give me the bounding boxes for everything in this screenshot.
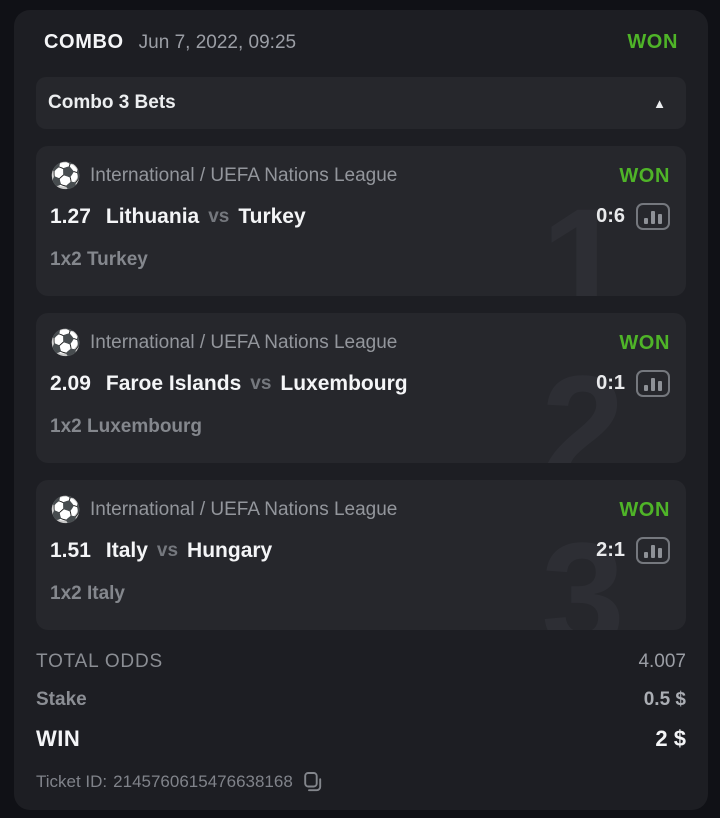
bet-status-badge: WON [619, 498, 670, 521]
ticket-datetime: Jun 7, 2022, 09:25 [138, 31, 297, 53]
win-label: WIN [36, 726, 81, 751]
soccer-ball-icon: ⚽ [50, 329, 82, 357]
combo-bets-toggle[interactable]: Combo 3 Bets ▲ [36, 77, 686, 129]
bet-odds: 2.09 [50, 371, 91, 395]
win-value: 2 $ [655, 726, 686, 751]
total-odds-value: 4.007 [638, 651, 686, 672]
vs-label: vs [156, 539, 179, 561]
stats-icon[interactable] [636, 203, 670, 230]
stake-value: 0.5 $ [643, 689, 686, 710]
stats-icon[interactable] [636, 370, 670, 397]
stake-label: Stake [36, 689, 87, 710]
away-team: Luxembourg [280, 371, 408, 395]
bet-selection: 1x2 Italy [50, 583, 125, 604]
ticket-header: COMBO Jun 7, 2022, 09:25 WON [44, 31, 678, 54]
vs-label: vs [208, 205, 230, 227]
home-team: Italy [105, 538, 148, 562]
total-odds-label: TOTAL ODDS [36, 651, 163, 672]
ticket-id-value: 2145760615476638168 [113, 772, 293, 791]
ticket-id-label: Ticket ID: [36, 772, 108, 791]
copy-icon[interactable] [302, 771, 323, 793]
league-label: International / UEFA Nations League [90, 332, 398, 353]
bet-card-2: 2 ⚽ International / UEFA Nations League … [36, 313, 686, 463]
league-label: International / UEFA Nations League [90, 499, 398, 520]
ticket-status-badge: WON [627, 31, 678, 53]
bet-status-badge: WON [619, 331, 670, 354]
bet-selection: 1x2 Turkey [50, 249, 148, 270]
bet-status-badge: WON [619, 164, 670, 187]
vs-label: vs [250, 372, 272, 394]
match-score: 0:6 [596, 205, 625, 227]
match-score: 0:1 [596, 372, 625, 394]
match-score: 2:1 [596, 539, 625, 561]
soccer-ball-icon: ⚽ [50, 496, 82, 524]
away-team: Turkey [238, 204, 306, 228]
bet-card-1: 1 ⚽ International / UEFA Nations League … [36, 146, 686, 296]
ticket-summary: TOTAL ODDS 4.007 Stake 0.5 $ WIN 2 $ Tic… [36, 651, 686, 793]
stats-icon[interactable] [636, 537, 670, 564]
bet-selection: 1x2 Luxembourg [50, 416, 203, 437]
home-team: Lithuania [105, 204, 200, 228]
bet-ticket-panel: COMBO Jun 7, 2022, 09:25 WON Combo 3 Bet… [14, 10, 708, 810]
bet-odds: 1.51 [50, 538, 91, 562]
bet-odds: 1.27 [50, 204, 91, 228]
away-team: Hungary [187, 538, 273, 562]
home-team: Faroe Islands [105, 371, 242, 395]
combo-bets-label: Combo 3 Bets [48, 92, 176, 113]
bet-card-3: 3 ⚽ International / UEFA Nations League … [36, 480, 686, 630]
collapse-up-icon[interactable]: ▲ [653, 95, 666, 111]
league-label: International / UEFA Nations League [90, 165, 398, 186]
soccer-ball-icon: ⚽ [50, 162, 82, 190]
bet-type-label: COMBO [44, 31, 124, 53]
